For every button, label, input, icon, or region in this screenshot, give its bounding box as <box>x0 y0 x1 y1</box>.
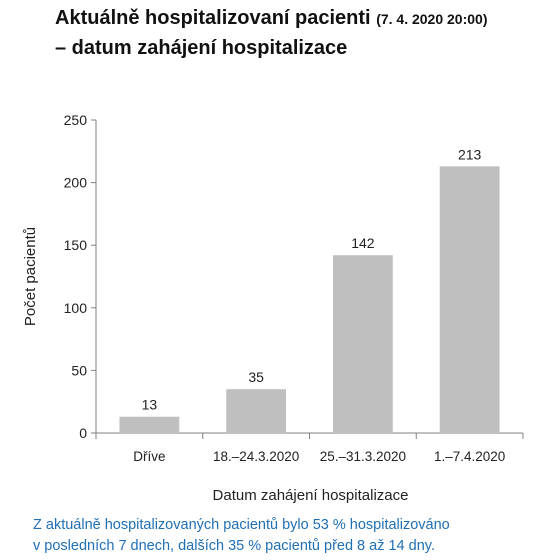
chart-title-line-2: – datum zahájení hospitalizace <box>55 37 348 59</box>
y-tick-label: 200 <box>64 175 88 191</box>
bar <box>332 255 393 433</box>
chart-title-main: Aktuálně hospitalizovaní pacienti <box>55 7 371 29</box>
x-tick-label: 18.–24.3.2020 <box>213 449 299 464</box>
data-label: 13 <box>142 397 158 413</box>
summary-note-line-2: v posledních 7 dnech, dalších 35 % pacie… <box>33 538 435 554</box>
bar <box>226 389 287 433</box>
y-tick-label: 150 <box>64 237 88 253</box>
y-tick-label: 50 <box>71 362 87 378</box>
y-tick-label: 0 <box>79 425 87 441</box>
data-label: 142 <box>351 235 375 251</box>
x-tick-label: 1.–7.4.2020 <box>434 449 505 464</box>
bar <box>439 166 500 433</box>
x-tick-label: Dříve <box>133 449 165 464</box>
y-tick-label: 100 <box>64 300 88 316</box>
summary-note: Z aktuálně hospitalizovaných pacientů by… <box>33 515 553 557</box>
summary-note-line-1: Z aktuálně hospitalizovaných pacientů by… <box>33 517 450 533</box>
chart-title-timestamp: (7. 4. 2020 20:00) <box>376 11 488 27</box>
x-axis-title: Datum zahájení hospitalizace <box>213 487 409 504</box>
y-axis-title: Počet pacientů <box>22 227 39 326</box>
data-label: 213 <box>458 146 482 162</box>
chart-title-line-1: Aktuálně hospitalizovaní pacienti (7. 4.… <box>55 4 555 34</box>
data-label: 35 <box>248 369 264 385</box>
chart-title: Aktuálně hospitalizovaní pacienti (7. 4.… <box>55 4 555 63</box>
bar <box>119 416 180 433</box>
y-tick-label: 250 <box>64 112 88 128</box>
x-tick-label: 25.–31.3.2020 <box>320 449 406 464</box>
bar-chart: 0 50 100 150 200 250 13 Dříve 35 18.–24.3.2020 142… <box>22 112 524 504</box>
